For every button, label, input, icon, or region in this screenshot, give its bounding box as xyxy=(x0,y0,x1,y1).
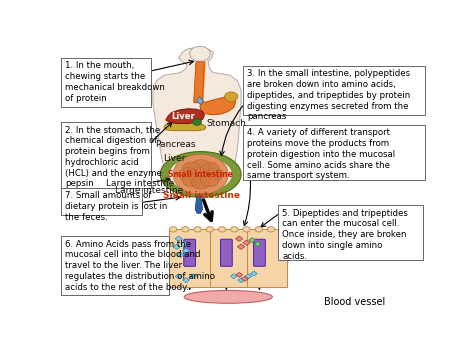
Polygon shape xyxy=(243,240,250,245)
Text: Blood vessel: Blood vessel xyxy=(324,297,385,307)
Text: Small intestine: Small intestine xyxy=(163,191,240,200)
Circle shape xyxy=(191,160,210,173)
Polygon shape xyxy=(255,242,261,246)
Circle shape xyxy=(170,227,177,232)
Text: 4. A variety of different transport
proteins move the products from
protein dige: 4. A variety of different transport prot… xyxy=(247,128,395,180)
FancyBboxPatch shape xyxy=(278,205,423,260)
Text: Small intestine: Small intestine xyxy=(168,170,233,179)
Polygon shape xyxy=(236,272,243,277)
Circle shape xyxy=(225,92,238,102)
Circle shape xyxy=(280,227,287,232)
Polygon shape xyxy=(182,278,189,283)
FancyBboxPatch shape xyxy=(243,125,425,180)
Circle shape xyxy=(173,154,228,195)
Polygon shape xyxy=(160,152,241,197)
Polygon shape xyxy=(251,271,257,276)
Circle shape xyxy=(179,168,197,181)
Polygon shape xyxy=(238,278,245,283)
Circle shape xyxy=(243,227,250,232)
Text: Stomach: Stomach xyxy=(207,119,246,128)
FancyBboxPatch shape xyxy=(254,239,265,266)
Circle shape xyxy=(182,162,201,175)
Polygon shape xyxy=(190,274,197,279)
FancyBboxPatch shape xyxy=(184,239,196,266)
Circle shape xyxy=(182,227,189,232)
Circle shape xyxy=(190,46,210,61)
Text: Large intestine: Large intestine xyxy=(106,179,174,188)
Polygon shape xyxy=(236,236,243,242)
Circle shape xyxy=(255,227,263,232)
FancyBboxPatch shape xyxy=(61,122,151,188)
Polygon shape xyxy=(237,244,245,250)
Text: 7. Small amounts of
dietary protein is lost in
the feces.: 7. Small amounts of dietary protein is l… xyxy=(65,191,168,222)
Circle shape xyxy=(192,119,201,125)
Text: Pancreas: Pancreas xyxy=(155,140,195,149)
FancyBboxPatch shape xyxy=(61,188,142,215)
Polygon shape xyxy=(181,242,188,247)
FancyBboxPatch shape xyxy=(61,58,151,108)
Text: Liver: Liver xyxy=(163,154,185,163)
Polygon shape xyxy=(166,109,204,124)
Polygon shape xyxy=(197,97,203,105)
FancyBboxPatch shape xyxy=(61,236,169,295)
Polygon shape xyxy=(182,248,190,253)
Polygon shape xyxy=(194,62,204,102)
Text: 5. Dipeptides and tripeptides
can enter the mucosal cell.
Once inside, they are : 5. Dipeptides and tripeptides can enter … xyxy=(282,209,408,261)
Text: 1. In the mouth,
chewing starts the
mechanical breakdown
of protein: 1. In the mouth, chewing starts the mech… xyxy=(65,61,165,103)
Polygon shape xyxy=(175,236,182,242)
Circle shape xyxy=(194,227,201,232)
Polygon shape xyxy=(153,48,241,176)
Polygon shape xyxy=(249,238,255,243)
Polygon shape xyxy=(230,274,237,279)
FancyBboxPatch shape xyxy=(169,229,287,287)
Polygon shape xyxy=(200,97,236,114)
Text: 3. In the small intestine, polypeptides
are broken down into amino acids,
dipept: 3. In the small intestine, polypeptides … xyxy=(247,69,410,121)
Polygon shape xyxy=(170,157,232,192)
Circle shape xyxy=(191,176,210,189)
Text: 6. Amino Acids pass from the
mucosal cell into the blood and
travel to the liver: 6. Amino Acids pass from the mucosal cel… xyxy=(65,239,216,292)
Circle shape xyxy=(231,227,238,232)
Circle shape xyxy=(267,227,275,232)
Circle shape xyxy=(219,227,226,232)
Polygon shape xyxy=(195,196,202,213)
Circle shape xyxy=(201,162,219,175)
Text: Liver: Liver xyxy=(172,112,195,121)
FancyBboxPatch shape xyxy=(220,239,232,266)
Circle shape xyxy=(204,168,223,181)
Ellipse shape xyxy=(184,291,272,303)
Polygon shape xyxy=(177,252,184,258)
Polygon shape xyxy=(173,244,181,250)
Circle shape xyxy=(201,173,219,187)
Polygon shape xyxy=(245,274,252,279)
Circle shape xyxy=(206,227,213,232)
Text: Large intestine: Large intestine xyxy=(115,186,183,195)
Polygon shape xyxy=(175,274,182,279)
Circle shape xyxy=(182,173,201,187)
Polygon shape xyxy=(241,277,248,281)
Text: 2. In the stomach, the
chemical digestion of
protein begins from
hydrochloric ac: 2. In the stomach, the chemical digestio… xyxy=(65,126,163,188)
FancyBboxPatch shape xyxy=(243,66,425,116)
Polygon shape xyxy=(164,122,206,131)
